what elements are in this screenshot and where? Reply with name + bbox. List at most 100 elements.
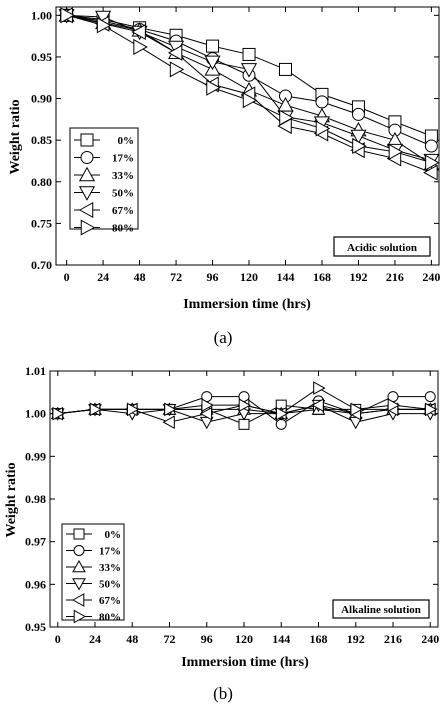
- data-point-alkaline: [424, 402, 438, 417]
- y-tick-label-acidic: 0.90: [31, 92, 52, 106]
- y-axis-label-alkaline: Weight ratio: [4, 462, 19, 537]
- x-tick-label-acidic: 24: [97, 270, 109, 284]
- data-point-acidic: [278, 62, 292, 76]
- x-axis-label-acidic: Immersion time (hrs): [183, 297, 311, 312]
- y-tick-label-acidic: 0.80: [31, 175, 52, 189]
- data-point-alkaline: [387, 398, 401, 412]
- x-tick-label-alkaline: 72: [164, 632, 176, 646]
- legend-label-alkaline: 33%: [99, 562, 121, 574]
- x-tick-label-acidic: 168: [313, 270, 331, 284]
- data-point-alkaline: [313, 381, 326, 395]
- legend-marker-acidic: [80, 151, 94, 164]
- legend-acidic: 0% 17% 33% 50% 67% 80%: [74, 133, 135, 236]
- data-point-alkaline: [126, 402, 140, 417]
- legend-marker-acidic: [78, 166, 96, 182]
- y-tick-label-acidic: 0.85: [31, 133, 52, 147]
- data-point-acidic: [60, 7, 75, 24]
- x-tick-label-alkaline: 216: [384, 632, 402, 646]
- legend-label-acidic: 50%: [112, 188, 134, 200]
- y-tick-label-alkaline: 0.98: [25, 492, 46, 506]
- x-tick-label-acidic: 0: [64, 270, 70, 284]
- series-acidic: [58, 7, 440, 181]
- axis-ticks-acidic: 0 24 48 72 96 120 144 168 192 216 240 0.70 0.75 0.80 0…: [31, 7, 440, 284]
- data-point-acidic: [352, 137, 367, 155]
- x-tick-label-alkaline: 96: [201, 632, 213, 646]
- data-point-acidic: [204, 55, 221, 71]
- y-tick-label-acidic: 0.95: [31, 50, 52, 64]
- data-point-alkaline: [311, 398, 324, 412]
- x-tick-label-alkaline: 120: [235, 632, 253, 646]
- x-tick-label-alkaline: 240: [421, 632, 439, 646]
- data-point-acidic: [424, 139, 438, 153]
- data-point-alkaline: [424, 391, 436, 403]
- y-tick-label-alkaline: 0.99: [25, 449, 46, 463]
- caption-acidic: (a): [214, 328, 233, 347]
- legend-label-acidic: 17%: [112, 153, 134, 165]
- legend-frame-alkaline: [61, 523, 125, 621]
- legend-label-acidic: 33%: [112, 170, 134, 182]
- data-point-alkaline: [52, 406, 65, 421]
- legend-marker-acidic: [80, 219, 96, 236]
- legend-marker-alkaline: [72, 559, 86, 573]
- legend-label-alkaline: 50%: [99, 579, 121, 591]
- annotation-acidic: Acidic solution: [347, 242, 417, 254]
- x-tick-label-acidic: 120: [240, 270, 258, 284]
- y-tick-label-alkaline: 0.97: [25, 535, 46, 549]
- data-point-alkaline: [162, 415, 175, 430]
- annotation-box-acidic: [333, 236, 431, 257]
- data-point-acidic: [423, 164, 438, 181]
- series-alkaline: [50, 381, 438, 430]
- data-point-acidic: [242, 47, 256, 61]
- legend-marker-acidic: [80, 133, 94, 147]
- data-point-alkaline: [238, 418, 250, 430]
- legend-label-alkaline: 17%: [99, 546, 121, 558]
- legend-marker-alkaline: [72, 578, 86, 591]
- legend-marker-acidic: [78, 186, 96, 201]
- annotation-alkaline: Alkaline solution: [341, 604, 421, 616]
- data-point-acidic: [350, 129, 367, 145]
- data-point-alkaline: [201, 398, 214, 412]
- data-point-acidic: [206, 39, 220, 53]
- x-tick-label-alkaline: 24: [89, 632, 101, 646]
- y-tick-label-acidic: 0.75: [31, 216, 52, 230]
- legend-label-alkaline: 0%: [105, 529, 122, 541]
- data-point-acidic: [133, 38, 148, 55]
- data-point-acidic: [167, 44, 183, 61]
- x-axis-label-alkaline: Immersion time (hrs): [181, 655, 309, 670]
- data-point-alkaline: [275, 418, 287, 430]
- x-tick-label-alkaline: 168: [309, 632, 327, 646]
- caption-alkaline: (b): [213, 684, 233, 703]
- y-tick-label-alkaline: 1.01: [25, 364, 46, 378]
- data-point-acidic: [96, 17, 112, 34]
- data-point-acidic: [169, 61, 185, 78]
- legend-marker-alkaline: [73, 545, 85, 556]
- y-tick-label-acidic: 1.00: [31, 8, 52, 22]
- data-point-acidic: [425, 154, 440, 171]
- y-tick-label-alkaline: 0.95: [25, 620, 46, 634]
- legend-label-acidic: 0%: [118, 135, 135, 147]
- legend-marker-alkaline: [73, 609, 87, 624]
- x-tick-label-acidic: 144: [276, 270, 294, 284]
- data-point-acidic: [279, 109, 294, 126]
- x-tick-label-alkaline: 192: [347, 632, 365, 646]
- x-tick-label-alkaline: 0: [55, 632, 61, 646]
- plot-frame-acidic: [55, 6, 440, 266]
- data-point-acidic: [240, 63, 258, 78]
- data-point-acidic: [206, 79, 221, 96]
- chart-acidic: 0 24 48 72 96 120 144 168 192 216 240 0.70 0.75 0.80 0…: [8, 6, 440, 347]
- data-point-acidic: [131, 23, 146, 41]
- x-tick-label-acidic: 216: [386, 270, 404, 284]
- y-tick-label-alkaline: 1.00: [25, 407, 46, 421]
- legend-label-acidic: 80%: [112, 223, 134, 235]
- x-tick-label-acidic: 192: [349, 270, 367, 284]
- chart-alkaline: 0 24 48 72 96 120 144 168 192 216 240 0.95 0.96 0.97 0…: [4, 364, 439, 703]
- data-point-acidic: [315, 95, 329, 109]
- legend-marker-acidic: [78, 201, 94, 219]
- x-tick-label-acidic: 240: [422, 270, 440, 284]
- legend-label-alkaline: 67%: [99, 595, 121, 607]
- data-point-alkaline: [350, 402, 363, 417]
- y-tick-label-alkaline: 0.96: [25, 577, 46, 591]
- legend-alkaline: 0% 17% 33% 50% 67% 80%: [66, 528, 122, 624]
- data-point-acidic: [388, 143, 404, 160]
